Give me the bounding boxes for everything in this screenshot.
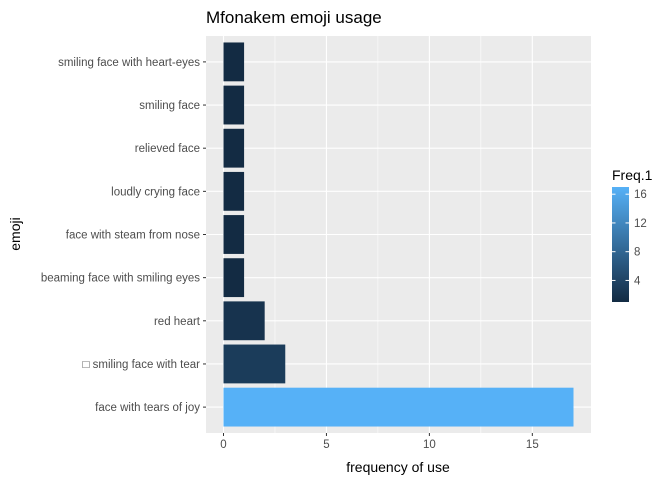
x-tick-label: 0 xyxy=(220,439,226,451)
bar xyxy=(223,215,245,254)
y-tick-label: □ smiling face with tear xyxy=(82,359,200,371)
colorbar-tick-label: 4 xyxy=(634,275,641,287)
colorbar-tick-label: 16 xyxy=(634,189,647,201)
bar xyxy=(223,42,245,82)
color-legend: Freq.1 4 8 12 16 xyxy=(612,167,653,302)
x-axis-title: frequency of use xyxy=(346,459,450,475)
colorbar-ticks: 4 8 12 16 xyxy=(612,189,647,287)
x-tick-label: 5 xyxy=(323,439,329,451)
bar xyxy=(223,301,265,341)
legend-title: Freq.1 xyxy=(612,167,653,183)
y-tick-label: loudly crying face xyxy=(111,186,200,198)
bar xyxy=(223,171,245,211)
y-tick-label: red heart xyxy=(154,316,201,328)
colorbar-tick-label: 8 xyxy=(634,247,640,259)
x-tick-label: 10 xyxy=(423,439,436,451)
x-axis-ticks: 0 5 10 15 xyxy=(220,433,539,451)
y-tick-label: relieved face xyxy=(135,143,200,155)
y-tick-label: smiling face xyxy=(139,100,200,112)
y-tick-label: beaming face with smiling eyes xyxy=(41,273,200,285)
y-tick-label: face with tears of joy xyxy=(95,402,200,414)
y-axis-title: emoji xyxy=(7,217,23,250)
y-axis-ticks: face with tears of joy □ smiling face wit… xyxy=(41,57,206,414)
bar xyxy=(223,128,245,168)
bar xyxy=(223,387,574,427)
bar xyxy=(223,85,245,125)
x-tick-label: 15 xyxy=(526,439,539,451)
colorbar xyxy=(612,187,629,302)
bar xyxy=(223,344,286,384)
colorbar-tick-label: 12 xyxy=(634,218,647,230)
y-tick-label: face with steam from nose xyxy=(66,230,200,242)
y-tick-label: smiling face with heart-eyes xyxy=(58,57,200,69)
bar xyxy=(223,258,245,298)
chart-title: Mfonakem emoji usage xyxy=(206,8,382,27)
bars xyxy=(223,42,574,427)
